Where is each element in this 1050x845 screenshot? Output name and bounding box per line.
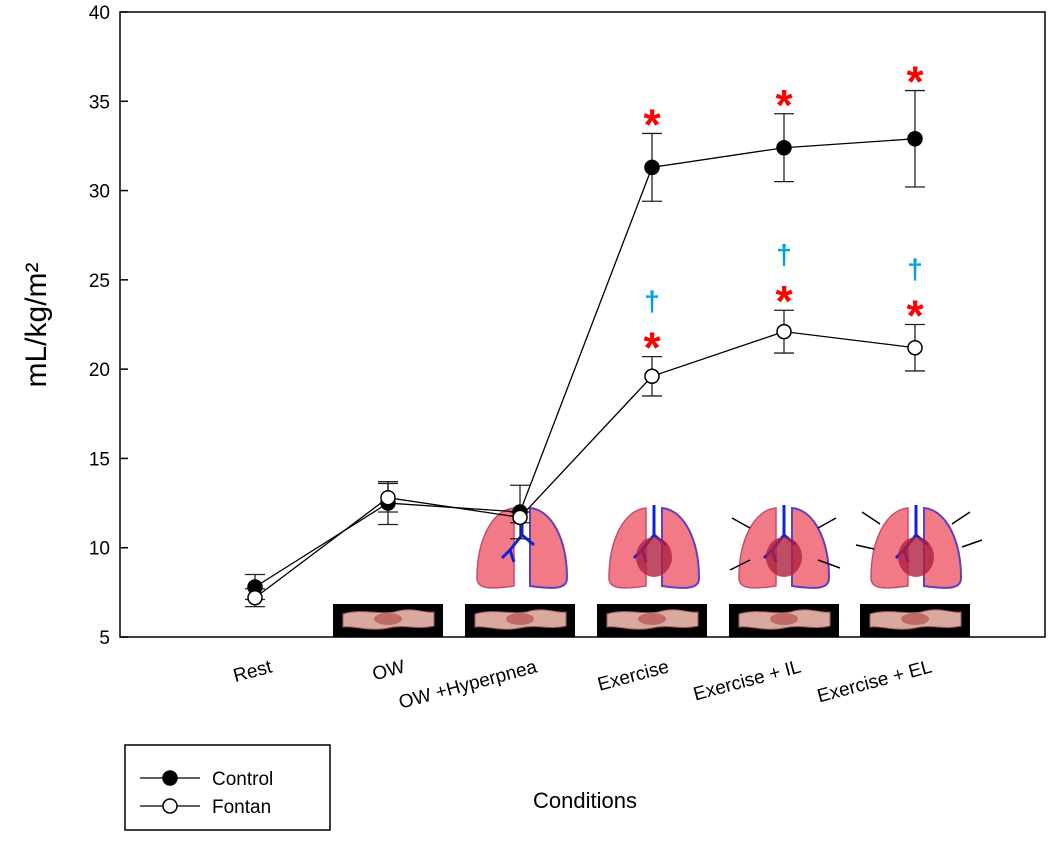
y-axis-label: mL/kg/m² <box>20 262 53 387</box>
legend-label: Fontan <box>212 797 271 818</box>
marker <box>512 509 528 526</box>
series-line <box>254 138 916 588</box>
annotation: * <box>906 292 924 341</box>
illustrations <box>332 503 983 638</box>
x-tick-label: Exercise <box>595 657 671 696</box>
marker <box>776 139 792 156</box>
legend-marker <box>162 770 178 786</box>
y-tick-label: 30 <box>89 182 110 203</box>
annotation: * <box>643 100 661 149</box>
marker <box>907 131 923 147</box>
series-line <box>254 330 916 599</box>
x-tick-label: OW +Hyperpnea <box>397 656 540 713</box>
marker <box>247 589 263 606</box>
annotation: * <box>906 58 924 107</box>
y-tick-label: 15 <box>89 449 110 470</box>
x-axis-label: Conditions <box>533 788 637 813</box>
y-tick-label: 10 <box>89 539 110 560</box>
annotation: * <box>775 81 793 130</box>
y-tick-label: 5 <box>99 628 110 649</box>
x-tick-label: Exercise + EL <box>815 657 934 708</box>
annotation: * <box>643 324 661 373</box>
x-tick-label: Exercise + IL <box>691 657 803 706</box>
annotation: * <box>775 277 793 326</box>
marker <box>644 159 660 176</box>
marker <box>776 323 792 340</box>
y-tick-label: 40 <box>89 3 110 24</box>
annotation: † <box>776 239 792 270</box>
marker <box>907 339 923 356</box>
marker <box>644 368 660 385</box>
x-tick-label: OW <box>370 657 407 686</box>
y-tick-label: 25 <box>89 271 110 292</box>
y-tick-label: 20 <box>89 360 110 381</box>
annotation: † <box>907 254 923 285</box>
legend-label: Control <box>212 769 273 790</box>
plot-frame <box>119 11 1046 638</box>
legend-marker <box>162 798 178 814</box>
x-tick-label: Rest <box>231 656 275 687</box>
marker <box>380 489 396 506</box>
legend <box>124 744 331 831</box>
y-tick-label: 35 <box>89 92 110 113</box>
annotation: † <box>644 286 660 317</box>
